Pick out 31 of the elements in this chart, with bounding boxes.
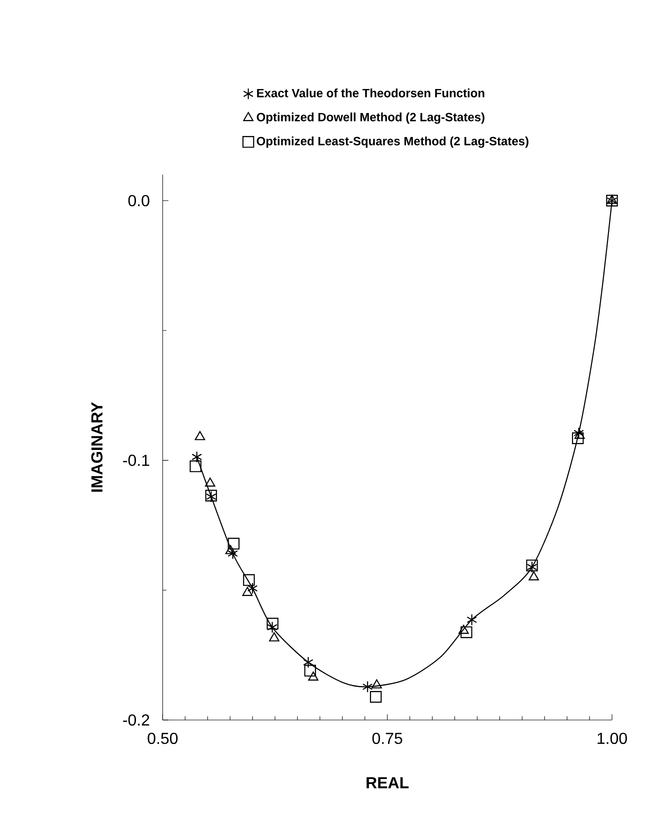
point <box>370 691 382 703</box>
point <box>266 618 278 630</box>
x-tick-label: 0.75 <box>372 732 402 744</box>
y-axis-title: IMAGINARY <box>91 402 103 492</box>
point <box>243 574 255 586</box>
point <box>194 431 206 440</box>
point <box>572 432 584 444</box>
point <box>225 545 236 554</box>
x-tick-label: 0.50 <box>148 732 178 744</box>
point <box>192 451 202 463</box>
point <box>304 664 316 677</box>
x-tick-label: 1.00 <box>598 732 627 744</box>
y-tick-label: -0.2 <box>123 714 150 726</box>
point <box>190 460 202 472</box>
legend-label: Exact Value of the Theodorsen Function <box>257 88 484 98</box>
point <box>303 656 314 668</box>
x-axis-title: REAL <box>366 777 409 788</box>
point <box>574 427 584 439</box>
point <box>458 624 469 634</box>
y-tick-label: 0.0 <box>128 194 150 206</box>
point <box>308 672 318 681</box>
point <box>606 194 618 204</box>
legend-label: Optimized Dowell Method (2 Lag-States) <box>256 112 484 124</box>
point <box>204 478 216 487</box>
point <box>466 614 477 626</box>
point <box>460 626 472 638</box>
point <box>372 679 382 688</box>
legend-label: Optimized Least-Squares Method (2 Lag-States) <box>256 136 528 148</box>
point <box>574 430 585 439</box>
y-tick-label: -0.1 <box>123 454 150 466</box>
point <box>362 680 373 693</box>
